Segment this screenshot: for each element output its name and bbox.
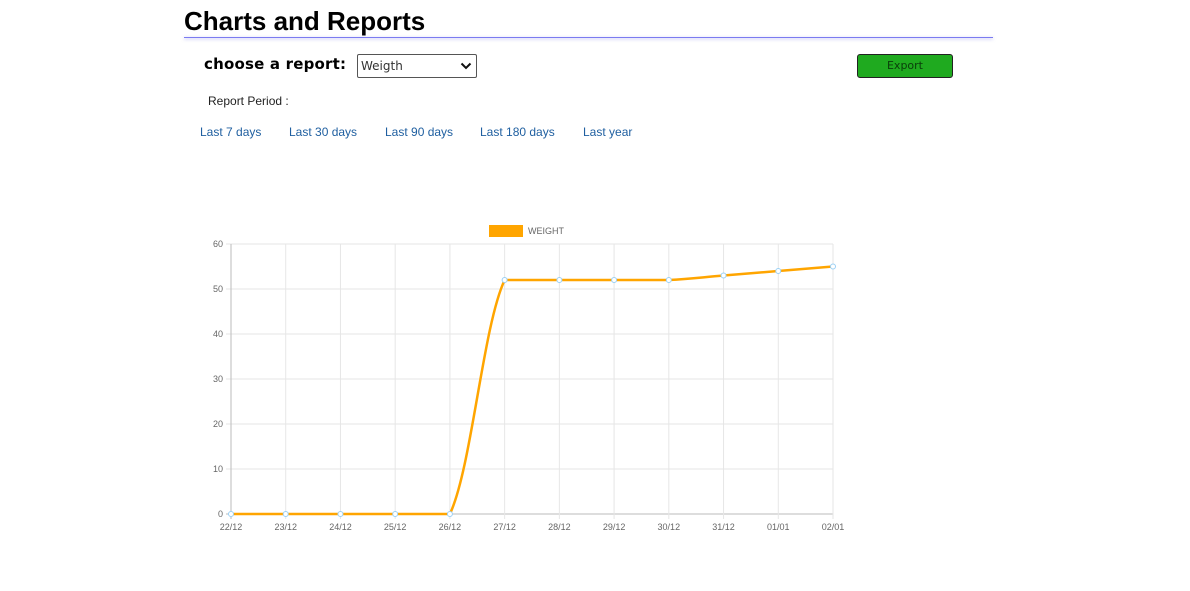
weight-data-point: [501, 277, 508, 283]
period-link-last-180-days[interactable]: Last 180 days: [480, 125, 555, 139]
x-tick-label: 27/12: [493, 522, 516, 532]
x-tick-label: 28/12: [548, 522, 571, 532]
export-button[interactable]: Export: [857, 54, 953, 78]
period-link-last-7-days[interactable]: Last 7 days: [200, 125, 262, 139]
weight-data-point: [282, 511, 289, 517]
y-tick-label: 10: [213, 464, 223, 474]
weight-data-point: [228, 511, 234, 517]
page-title: Charts and Reports: [184, 6, 426, 36]
weight-data-point: [775, 268, 782, 274]
x-tick-label: 25/12: [384, 522, 407, 532]
choose-report-label: choose a report:: [204, 55, 347, 73]
x-tick-label: 01/01: [767, 522, 790, 532]
weight-data-point: [665, 277, 672, 283]
x-tick-label: 23/12: [274, 522, 297, 532]
x-tick-label: 22/12: [220, 522, 243, 532]
weight-data-point: [392, 511, 399, 517]
y-tick-label: 50: [213, 284, 223, 294]
y-tick-label: 60: [213, 239, 223, 249]
weight-data-point: [556, 277, 563, 283]
period-link-last-30-days[interactable]: Last 30 days: [289, 125, 358, 139]
report-select[interactable]: Weigth: [357, 54, 477, 78]
x-tick-label: 02/01: [822, 522, 845, 532]
x-tick-label: 29/12: [603, 522, 626, 532]
weight-data-point: [611, 277, 618, 283]
y-tick-label: 40: [213, 329, 223, 339]
period-link-last-year[interactable]: Last year: [583, 125, 633, 139]
weight-data-point: [337, 511, 344, 517]
x-tick-label: 26/12: [439, 522, 462, 532]
report-select-value: Weigth: [361, 59, 403, 73]
weight-data-point: [446, 511, 453, 517]
x-tick-label: 24/12: [329, 522, 352, 532]
chevron-down-icon: [460, 62, 472, 70]
report-period-label: Report Period :: [208, 94, 289, 108]
weight-data-point: [720, 272, 727, 279]
x-tick-label: 30/12: [658, 522, 681, 532]
y-tick-label: 20: [213, 419, 223, 429]
weight-series-line: [230, 265, 834, 516]
y-tick-label: 30: [213, 374, 223, 384]
y-tick-label: 0: [218, 509, 223, 519]
x-tick-label: 31/12: [712, 522, 735, 532]
legend-swatch: [489, 225, 523, 237]
period-link-last-90-days[interactable]: Last 90 days: [385, 125, 454, 139]
legend-label: WEIGHT: [528, 226, 564, 236]
weight-data-point: [830, 263, 836, 270]
title-underline: [184, 37, 993, 38]
